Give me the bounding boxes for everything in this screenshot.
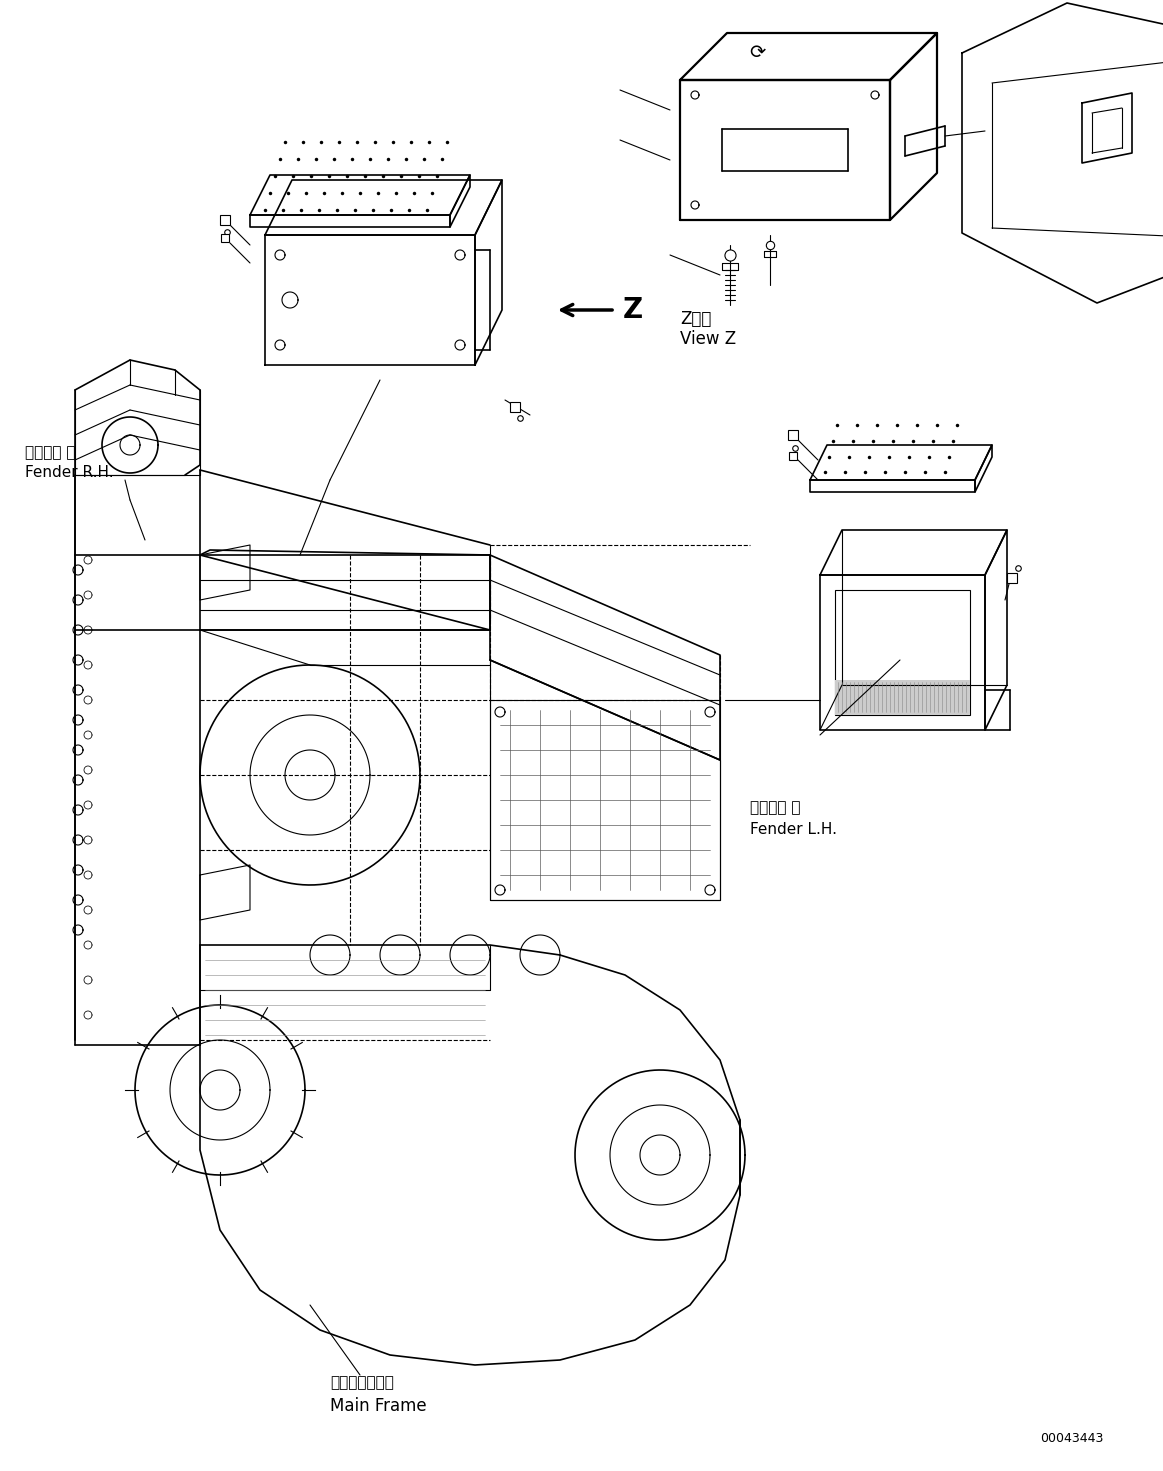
Bar <box>835 590 970 715</box>
Text: メインフレーム: メインフレーム <box>330 1375 394 1390</box>
Text: フェンダ 左: フェンダ 左 <box>750 800 800 815</box>
Text: Z: Z <box>623 296 643 324</box>
Text: Z　視: Z 視 <box>680 310 712 328</box>
Text: View Z: View Z <box>680 330 736 349</box>
Text: Fender R.H.: Fender R.H. <box>24 465 114 480</box>
Text: フェンダ 右: フェンダ 右 <box>24 446 76 460</box>
Text: Main Frame: Main Frame <box>330 1397 427 1415</box>
Text: ⟳: ⟳ <box>749 43 765 62</box>
Text: Fender L.H.: Fender L.H. <box>750 822 837 837</box>
Text: 00043443: 00043443 <box>1040 1431 1104 1445</box>
Bar <box>835 680 970 715</box>
